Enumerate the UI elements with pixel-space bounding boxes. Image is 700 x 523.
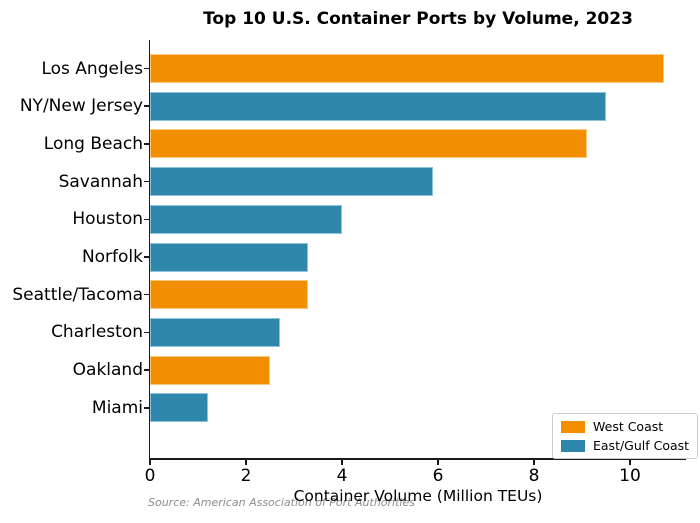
bar-ny-new-jersey (150, 91, 606, 121)
x-axis-tick-label: 4 (336, 466, 348, 486)
y-axis-label-los-angeles: Los Angeles (41, 58, 143, 79)
y-axis-label-charleston: Charleston (51, 322, 143, 343)
y-axis-tick (143, 256, 149, 258)
legend-swatch-west-coast (561, 420, 585, 433)
y-axis-label-ny-new-jersey: NY/New Jersey (19, 96, 143, 117)
x-axis-tick (245, 459, 247, 465)
y-axis-spine (148, 40, 150, 460)
y-axis-tick (143, 67, 149, 70)
bar-miami (150, 393, 208, 423)
y-axis-label-savannah: Savannah (58, 171, 143, 192)
bar-charleston (150, 317, 280, 347)
y-axis-tick (143, 218, 149, 221)
chart-title: Top 10 U.S. Container Ports by Volume, 2… (203, 9, 633, 29)
x-axis-spine (148, 458, 686, 460)
y-axis-tick (143, 293, 149, 296)
y-axis-tick (143, 105, 149, 107)
bar-los-angeles (150, 54, 664, 83)
x-axis-tick-label: 2 (240, 466, 252, 486)
legend-entry-west-coast: West Coast (561, 419, 689, 434)
x-axis-tick (533, 459, 535, 465)
x-axis-tick (437, 459, 439, 465)
bar-seattle-tacoma (150, 280, 309, 310)
source-note: Source: American Association of Port Aut… (148, 496, 415, 509)
bar-norfolk (150, 242, 309, 272)
x-axis-title: Container Volume (Million TEUs) (293, 487, 543, 505)
y-axis-label-long-beach: Long Beach (43, 133, 143, 154)
y-axis-label-oakland: Oakland (72, 360, 143, 381)
legend-label-west-coast: West Coast (593, 419, 664, 434)
legend-entry-east-gulf-coast: East/Gulf Coast (561, 438, 689, 453)
x-axis-tick-label: 8 (528, 466, 540, 486)
x-axis-tick (149, 459, 151, 465)
y-axis-tick (143, 369, 149, 371)
legend: West Coast East/Gulf Coast (552, 413, 699, 459)
x-axis-tick-label: 10 (619, 466, 641, 486)
y-axis-label-norfolk: Norfolk (81, 247, 143, 267)
x-axis-tick (629, 459, 631, 465)
x-axis-tick (341, 459, 343, 465)
y-axis-tick (143, 143, 149, 145)
bar-oakland (150, 355, 270, 385)
bar-houston (150, 204, 342, 234)
y-axis-label-miami: Miami (91, 397, 143, 418)
bar-savannah (150, 167, 434, 197)
legend-swatch-east-gulf-coast (561, 439, 585, 452)
x-axis-tick-label: 0 (144, 466, 156, 486)
y-axis-tick (143, 407, 149, 409)
plot-area: Los Angeles NY/New Jersey Long Beach Savann… (12, 40, 686, 486)
y-axis-label-seattle-tacoma: Seattle/Tacoma (12, 284, 143, 305)
legend-label-east-gulf-coast: East/Gulf Coast (593, 438, 690, 453)
x-axis-tick-label: 6 (432, 466, 444, 486)
bar-long-beach (150, 129, 587, 159)
y-axis-label-houston: Houston (72, 209, 143, 230)
y-axis-tick (143, 331, 149, 334)
y-axis-tick (143, 180, 149, 183)
